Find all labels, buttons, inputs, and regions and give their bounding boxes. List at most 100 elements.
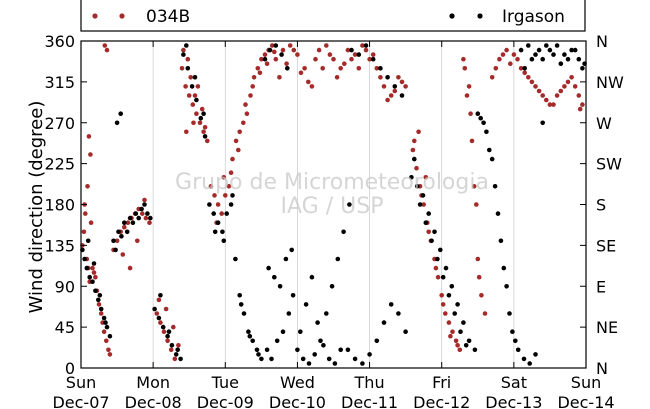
point-irgason (515, 347, 521, 353)
point-irgason (130, 220, 136, 225)
point-034b (168, 347, 174, 353)
point-034b (403, 84, 408, 89)
point-034b (269, 43, 275, 48)
point-irgason (165, 333, 170, 339)
point-034b (511, 52, 517, 57)
compass-tick-label: N (596, 32, 608, 51)
point-034b (257, 70, 263, 76)
point-034b (399, 79, 405, 85)
point-irgason (435, 256, 440, 262)
point-034b (551, 102, 556, 107)
point-034b (280, 47, 286, 53)
point-irgason (194, 97, 199, 103)
point-034b (172, 356, 178, 362)
point-034b (104, 338, 109, 344)
point-034b (345, 47, 351, 53)
point-034b (313, 56, 318, 62)
point-034b (142, 197, 147, 203)
point-034b (497, 56, 502, 62)
point-034b (435, 274, 441, 280)
point-irgason (510, 329, 515, 335)
point-034b (230, 156, 235, 162)
gridlines (152, 41, 515, 368)
point-034b (324, 43, 329, 48)
point-irgason (247, 333, 253, 339)
point-034b (412, 138, 417, 144)
point-irgason (360, 361, 365, 366)
point-irgason (107, 333, 113, 339)
data-points (80, 43, 587, 366)
point-034b (580, 102, 585, 107)
point-034b (518, 66, 524, 71)
point-irgason (309, 274, 315, 280)
point-irgason (215, 220, 221, 225)
point-034b (156, 297, 162, 303)
point-034b (547, 102, 553, 107)
point-034b (374, 66, 380, 71)
point-irgason (178, 356, 183, 362)
point-irgason (414, 184, 420, 189)
point-034b (448, 333, 453, 339)
point-irgason (315, 320, 320, 325)
point-034b (316, 47, 322, 53)
point-034b (342, 61, 347, 66)
point-034b (277, 75, 282, 80)
point-irgason (544, 43, 549, 48)
point-irgason (85, 238, 91, 244)
point-irgason (96, 297, 101, 303)
point-irgason (298, 329, 303, 335)
point-irgason (152, 306, 157, 312)
point-034b (476, 274, 482, 280)
point-034b (356, 66, 362, 71)
point-irgason (569, 47, 574, 53)
point-034b (83, 211, 88, 216)
point-034b (446, 320, 452, 325)
point-irgason (254, 347, 260, 353)
point-irgason (463, 343, 469, 348)
point-034b (360, 43, 365, 48)
point-034b (106, 347, 111, 353)
legend-marker-034B-2 (119, 13, 125, 19)
point-irgason (82, 256, 87, 262)
point-034b (462, 66, 468, 71)
point-irgason (221, 238, 227, 244)
point-irgason (324, 311, 329, 316)
point-irgason (295, 347, 300, 353)
point-irgason (392, 84, 398, 89)
point-034b (562, 84, 567, 89)
point-irgason (285, 66, 290, 71)
point-irgason (238, 302, 244, 307)
point-irgason (489, 156, 495, 162)
point-irgason (455, 302, 460, 307)
point-034b (93, 274, 98, 280)
point-034b (219, 211, 224, 216)
point-034b (338, 66, 344, 71)
point-irgason (184, 43, 189, 48)
point-irgason (173, 352, 179, 357)
point-irgason (166, 329, 172, 335)
point-034b (212, 193, 217, 198)
point-034b (500, 52, 506, 57)
point-034b (287, 43, 293, 48)
point-034b (88, 220, 94, 225)
point-irgason (160, 324, 166, 330)
point-034b (165, 338, 170, 344)
point-034b (533, 84, 538, 89)
point-034b (414, 165, 419, 171)
point-irgason (565, 56, 571, 62)
x-tick-date-label: Dec-14 (557, 393, 614, 409)
point-irgason (250, 338, 255, 344)
point-034b (236, 147, 241, 153)
point-034b (91, 270, 97, 275)
point-034b (201, 129, 206, 135)
point-034b (215, 202, 221, 207)
legend-label-034B: 034B (146, 7, 190, 27)
point-irgason (370, 56, 376, 62)
point-irgason (536, 47, 542, 53)
y-axis-right-compass: N NE E SE S SW W NW N (596, 32, 624, 378)
point-034b (158, 320, 163, 325)
x-tick-date-label: Dec-13 (485, 393, 542, 409)
point-irgason (558, 61, 564, 66)
point-034b (493, 66, 499, 71)
